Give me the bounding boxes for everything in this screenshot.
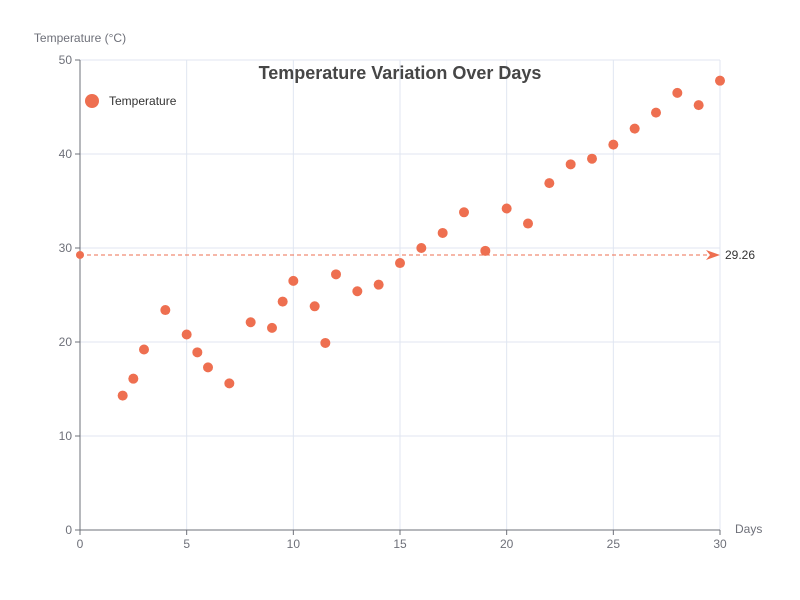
data-point[interactable]: [565, 159, 576, 170]
y-tick-label: 50: [59, 53, 73, 67]
data-point[interactable]: [693, 100, 704, 111]
x-tick-label: 5: [183, 537, 190, 551]
data-point[interactable]: [245, 317, 256, 328]
average-mark-line: 29.26: [76, 248, 755, 262]
x-axis-ticks: 0 5 10 15 20 25 30: [77, 530, 727, 551]
data-point[interactable]: [437, 227, 448, 238]
data-point[interactable]: [117, 390, 128, 401]
y-axis-ticks: 0 10 20 30 40 50: [59, 53, 80, 537]
x-tick-label: 15: [393, 537, 407, 551]
data-point[interactable]: [192, 347, 203, 358]
y-tick-label: 10: [59, 429, 73, 443]
legend-marker-temperature: [85, 94, 99, 108]
data-point[interactable]: [288, 275, 299, 286]
data-point[interactable]: [352, 286, 363, 297]
x-tick-label: 10: [287, 537, 301, 551]
x-tick-label: 0: [77, 537, 84, 551]
data-point[interactable]: [480, 245, 491, 256]
data-point[interactable]: [331, 269, 341, 280]
data-point[interactable]: [160, 305, 171, 316]
chart-title: Temperature Variation Over Days: [259, 63, 542, 83]
y-tick-label: 20: [59, 335, 73, 349]
mark-line-arrow: [706, 249, 720, 260]
data-point[interactable]: [203, 362, 213, 373]
data-point[interactable]: [395, 258, 405, 269]
x-axis-label: Days: [735, 522, 762, 536]
legend-label-temperature: Temperature: [109, 94, 177, 108]
data-point[interactable]: [139, 344, 149, 355]
data-point[interactable]: [128, 373, 139, 384]
data-point[interactable]: [224, 378, 235, 389]
data-point[interactable]: [320, 337, 331, 348]
data-points: [117, 75, 725, 401]
data-point[interactable]: [608, 139, 619, 150]
data-point[interactable]: [501, 203, 512, 214]
data-point[interactable]: [715, 75, 725, 86]
grid-lines: [80, 59, 721, 530]
y-tick-label: 40: [59, 147, 73, 161]
data-point[interactable]: [651, 107, 661, 118]
x-tick-label: 25: [607, 537, 621, 551]
data-point[interactable]: [309, 301, 320, 312]
x-tick-label: 30: [713, 537, 727, 551]
data-point[interactable]: [416, 243, 427, 253]
data-point[interactable]: [267, 322, 277, 333]
mark-line-label: 29.26: [725, 248, 755, 262]
legend[interactable]: Temperature: [85, 94, 177, 108]
data-point[interactable]: [373, 279, 384, 290]
y-axis-label: Temperature (°C): [34, 31, 126, 45]
data-point[interactable]: [544, 178, 555, 189]
data-point[interactable]: [181, 329, 192, 340]
data-point[interactable]: [629, 123, 640, 134]
x-tick-label: 20: [500, 537, 514, 551]
data-point[interactable]: [277, 296, 288, 307]
y-tick-label: 30: [59, 241, 73, 255]
data-point[interactable]: [523, 218, 533, 229]
data-point[interactable]: [587, 153, 597, 164]
data-point[interactable]: [672, 87, 683, 98]
y-tick-label: 0: [65, 523, 72, 537]
data-point[interactable]: [459, 207, 469, 218]
